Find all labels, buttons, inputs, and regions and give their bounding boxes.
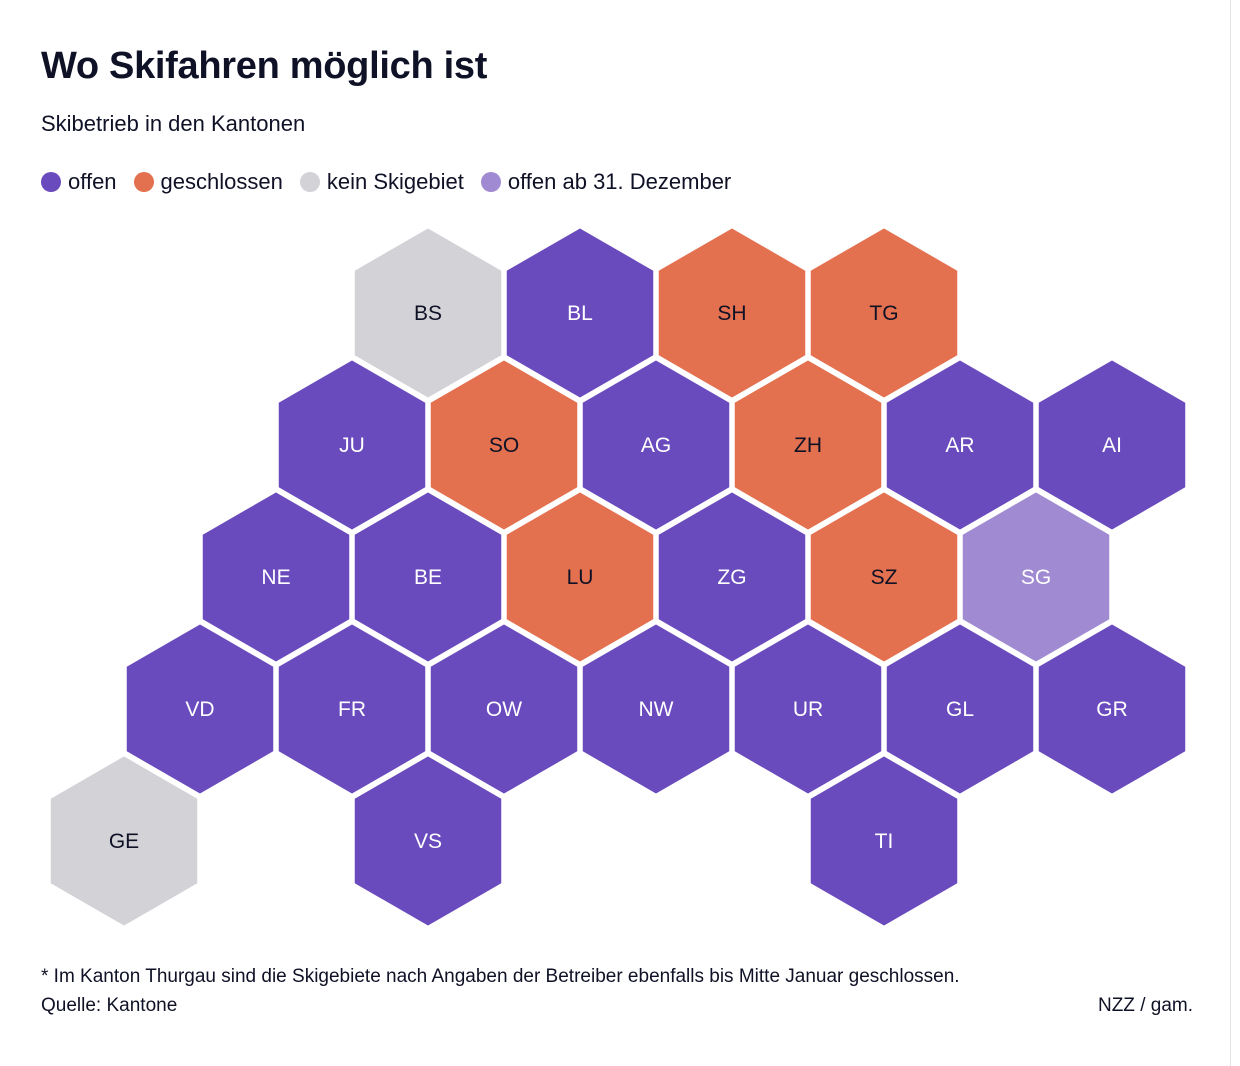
- canton-ai: AI: [1036, 357, 1188, 533]
- canton-label-ur: UR: [793, 698, 823, 721]
- canton-hex-lu: [504, 489, 656, 665]
- canton-hex-ow: [428, 621, 580, 797]
- canton-gl: GL: [884, 621, 1036, 797]
- chart-subtitle: Skibetrieb in den Kantonen: [41, 111, 306, 136]
- canton-label-ne: NE: [261, 566, 290, 589]
- canton-label-lu: LU: [567, 566, 594, 589]
- canton-hex-ti: [808, 753, 960, 929]
- canton-ne: NE: [200, 489, 352, 665]
- canton-ju: JU: [276, 357, 428, 533]
- canton-ag: AG: [580, 357, 732, 533]
- legend-item-open: offen: [41, 167, 117, 197]
- canton-hex-ur: [732, 621, 884, 797]
- canton-hex-ju: [276, 357, 428, 533]
- canton-fr: FR: [276, 621, 428, 797]
- canton-zh: ZH: [732, 357, 884, 533]
- canton-vs: VS: [352, 753, 504, 929]
- canton-ar: AR: [884, 357, 1036, 533]
- canton-ow: OW: [428, 621, 580, 797]
- canton-zg: ZG: [656, 489, 808, 665]
- legend-swatch-closed: [133, 172, 154, 192]
- canton-label-ag: AG: [641, 434, 671, 457]
- legend-item-later: offen ab 31. Dezember: [480, 167, 732, 197]
- canton-label-gl: GL: [946, 698, 974, 721]
- canton-be: BE: [352, 489, 504, 665]
- legend-swatch-open: [41, 172, 61, 192]
- chart-title: Wo Skifahren möglich ist: [41, 45, 488, 87]
- canton-label-zh: ZH: [794, 434, 822, 457]
- canton-ur: UR: [732, 621, 884, 797]
- legend: offen geschlossen kein Skigebiet offen a…: [41, 167, 748, 197]
- canton-label-ar: AR: [945, 434, 974, 457]
- legend-label-later: offen ab 31. Dezember: [507, 169, 732, 194]
- canton-label-sg: SG: [1021, 566, 1051, 589]
- canton-label-fr: FR: [338, 698, 366, 721]
- credit: NZZ / gam.: [1097, 995, 1193, 1016]
- canton-hex-gr: [1036, 621, 1188, 797]
- canton-hex-sg: [960, 489, 1112, 665]
- canton-label-be: BE: [414, 566, 442, 589]
- legend-item-none: kein Skigebiet: [299, 167, 464, 197]
- canton-ti: TI: [808, 753, 960, 929]
- canton-hex-vs: [352, 753, 504, 929]
- canton-sh: SH: [656, 225, 808, 401]
- canton-label-ow: OW: [486, 698, 522, 721]
- canton-hex-fr: [276, 621, 428, 797]
- canton-hex-tg: [808, 225, 960, 401]
- canton-hex-vd: [124, 621, 276, 797]
- canton-bl: BL: [504, 225, 656, 401]
- canton-hex-bl: [504, 225, 656, 401]
- canton-hex-sz: [808, 489, 960, 665]
- canton-hex-be: [352, 489, 504, 665]
- canton-hex-ai: [1036, 357, 1188, 533]
- legend-item-closed: geschlossen: [133, 167, 283, 197]
- canton-gr: GR: [1036, 621, 1188, 797]
- canton-label-gr: GR: [1096, 698, 1128, 721]
- canton-label-tg: TG: [869, 302, 898, 325]
- canton-label-sz: SZ: [871, 566, 898, 589]
- canton-label-ge: GE: [109, 830, 139, 853]
- canton-label-zg: ZG: [717, 566, 746, 589]
- canton-hex-ag: [580, 357, 732, 533]
- legend-label-closed: geschlossen: [160, 169, 283, 194]
- canton-nw: NW: [580, 621, 732, 797]
- canton-lu: LU: [504, 489, 656, 665]
- canton-label-nw: NW: [639, 698, 674, 721]
- canton-label-bs: BS: [414, 302, 442, 325]
- canton-label-sh: SH: [717, 302, 746, 325]
- page-edge-rule: [1230, 0, 1231, 1066]
- canton-sz: SZ: [808, 489, 960, 665]
- canton-bs: BS: [352, 225, 504, 401]
- canton-label-ti: TI: [875, 830, 894, 853]
- legend-label-none: kein Skigebiet: [326, 169, 464, 194]
- canton-hex-gl: [884, 621, 1036, 797]
- canton-hex-sh: [656, 225, 808, 401]
- canton-label-ai: AI: [1102, 434, 1122, 457]
- canton-label-ju: JU: [339, 434, 365, 457]
- canton-ge: GE: [48, 753, 200, 929]
- canton-label-so: SO: [489, 434, 519, 457]
- legend-swatch-none: [299, 172, 320, 192]
- canton-sg: SG: [960, 489, 1112, 665]
- canton-hex-bs: [352, 225, 504, 401]
- canton-label-vd: VD: [185, 698, 214, 721]
- source-note: Quelle: Kantone: [41, 995, 178, 1016]
- legend-swatch-later: [480, 172, 501, 192]
- canton-hex-so: [428, 357, 580, 533]
- canton-tg: TG: [808, 225, 960, 401]
- footnote: * Im Kanton Thurgau sind die Skigebiete …: [41, 966, 960, 987]
- legend-label-open: offen: [68, 169, 117, 194]
- canton-hex-ne: [200, 489, 352, 665]
- canton-hex-ar: [884, 357, 1036, 533]
- canton-label-vs: VS: [414, 830, 442, 853]
- canton-so: SO: [428, 357, 580, 533]
- canton-vd: VD: [124, 621, 276, 797]
- canton-hex-nw: [580, 621, 732, 797]
- canton-hex-zg: [656, 489, 808, 665]
- canton-hex-zh: [732, 357, 884, 533]
- canton-label-bl: BL: [567, 302, 593, 325]
- canton-hex-ge: [48, 753, 200, 929]
